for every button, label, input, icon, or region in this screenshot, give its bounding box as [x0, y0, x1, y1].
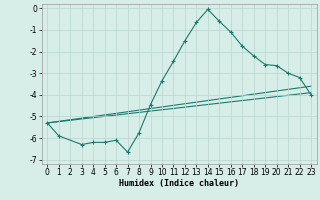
X-axis label: Humidex (Indice chaleur): Humidex (Indice chaleur) — [119, 179, 239, 188]
